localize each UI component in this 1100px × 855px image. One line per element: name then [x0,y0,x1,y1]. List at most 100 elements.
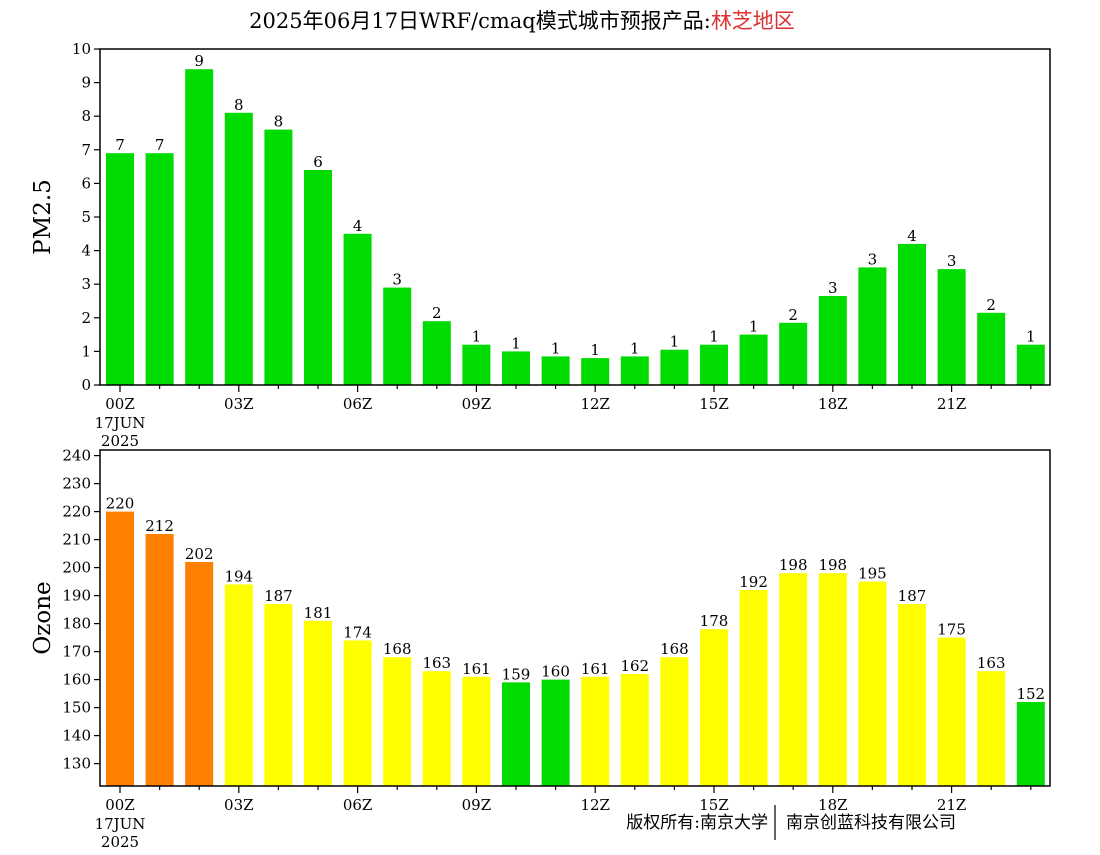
ozone-bar-value-label: 174 [343,623,372,641]
ozone-y-tick-label: 170 [62,643,91,661]
ozone-y-tick-label: 160 [62,671,91,689]
pm25-bar [818,296,847,385]
ozone-x-tick-label: 03Z [224,796,254,814]
ozone-bar [343,640,372,786]
ozone-bar [937,637,966,786]
pm25-bar [898,243,926,385]
pm25-bar [660,349,689,385]
ozone-bar-value-label: 159 [502,665,531,683]
pm25-bar-value-label: 8 [274,113,284,131]
pm25-x-tick-label: 03Z [224,395,254,413]
ozone-bar [422,671,451,786]
pm25-bar-value-label: 1 [630,339,640,357]
ozone-bar [145,534,174,786]
pm25-bar-value-label: 7 [155,136,165,154]
ozone-bar-value-label: 220 [106,495,135,513]
pm25-bar-value-label: 1 [472,328,482,346]
ozone-y-tick-label: 230 [62,475,91,493]
pm25-bar [304,170,332,385]
pm25-bar-value-label: 6 [313,153,323,171]
ozone-bar-value-label: 187 [898,587,927,605]
ozone-bar [541,679,570,786]
pm25-bar [937,269,966,385]
ozone-y-tick-label: 210 [62,531,91,549]
ozone-bar [106,511,134,786]
pm25-y-tick-label: 3 [81,275,91,293]
copyright-left: 版权所有:南京大学 [626,813,768,833]
pm25-y-axis-title: PM2.5 [30,179,56,255]
ozone-y-tick-label: 190 [62,587,91,605]
ozone-bar-value-label: 198 [779,556,808,574]
pm25-bar-value-label: 3 [868,250,878,268]
ozone-bar-value-label: 161 [462,660,491,678]
ozone-bar-value-label: 192 [739,573,768,591]
pm25-x-date-label: 17JUN [95,414,146,432]
pm25-bar-value-label: 7 [115,136,125,154]
ozone-bar [581,676,610,786]
pm25-bar-value-label: 4 [907,227,917,245]
ozone-bar [462,676,491,786]
pm25-bar-value-label: 1 [590,341,600,359]
pm25-y-tick-label: 6 [81,174,91,192]
ozone-x-tick-label: 18Z [818,796,848,814]
pm25-bar [977,312,1006,385]
ozone-bar [185,562,214,786]
ozone-x-date-label: 2025 [101,833,139,850]
pm25-bar-value-label: 3 [828,279,838,297]
ozone-x-tick-label: 09Z [462,796,492,814]
ozone-bar [620,674,649,786]
ozone-bar [898,604,926,786]
pm25-x-tick-label: 12Z [580,395,610,413]
pm25-bar [541,356,570,385]
pm25-bar [581,358,610,385]
pm25-bar-value-label: 1 [1026,328,1036,346]
pm25-y-tick-label: 5 [81,208,91,226]
pm25-bar [858,267,887,385]
title-region: 林芝地区 [711,9,795,33]
pm25-bar-value-label: 9 [194,52,204,70]
ozone-bar [739,590,768,786]
ozone-y-tick-label: 180 [62,615,91,633]
ozone-plot-frame [99,449,1051,787]
ozone-bar-value-label: 168 [660,640,689,658]
pm25-y-tick-label: 8 [81,107,91,125]
pm25-bar-value-label: 3 [947,252,957,270]
ozone-y-tick-label: 130 [62,755,91,773]
pm25-bar [383,287,412,385]
ozone-bar [977,671,1006,786]
ozone-bar-value-label: 181 [304,604,333,622]
ozone-bar [660,657,689,786]
pm25-bar [343,233,372,385]
ozone-x-date-label: 17JUN [95,815,146,833]
ozone-bar-value-label: 198 [818,556,847,574]
pm25-bar-value-label: 1 [670,333,680,351]
pm25-bar [462,344,491,385]
ozone-panel: 220 212 202 194 187 181 174 168 163 161 159 160 161 1… [30,447,1051,851]
ozone-bar [779,573,808,786]
pm25-x-tick-label: 18Z [818,395,848,413]
ozone-x-tick-label: 06Z [343,796,373,814]
ozone-bar-value-label: 152 [1016,685,1045,703]
pm25-bar-value-label: 2 [788,306,798,324]
pm25-bar [422,321,451,385]
pm25-bar-value-label: 2 [432,304,442,322]
ozone-bar [818,573,847,786]
pm25-y-tick-label: 9 [81,74,91,92]
pm25-x-tick-label: 06Z [343,395,373,413]
ozone-bar-value-label: 194 [224,567,253,585]
pm25-y-tick-label: 2 [81,309,91,327]
pm25-y-tick-label: 1 [81,342,91,360]
pm25-y-tick-label: 4 [81,242,91,260]
pm25-x-tick-label: 21Z [937,395,967,413]
ozone-bar [264,604,293,786]
pm25-bar-value-label: 8 [234,96,244,114]
ozone-y-tick-label: 150 [62,699,91,717]
figure-title: 2025年06月17日WRF/cmaq模式城市预报产品:林芝地区 [249,9,795,33]
ozone-x-tick-label: 00Z [105,796,135,814]
ozone-y-tick-label: 240 [62,447,91,465]
ozone-x-tick-label: 12Z [580,796,610,814]
pm25-y-tick-label: 7 [81,141,91,159]
pm25-bar [739,334,768,385]
ozone-bar-value-label: 202 [185,545,214,563]
